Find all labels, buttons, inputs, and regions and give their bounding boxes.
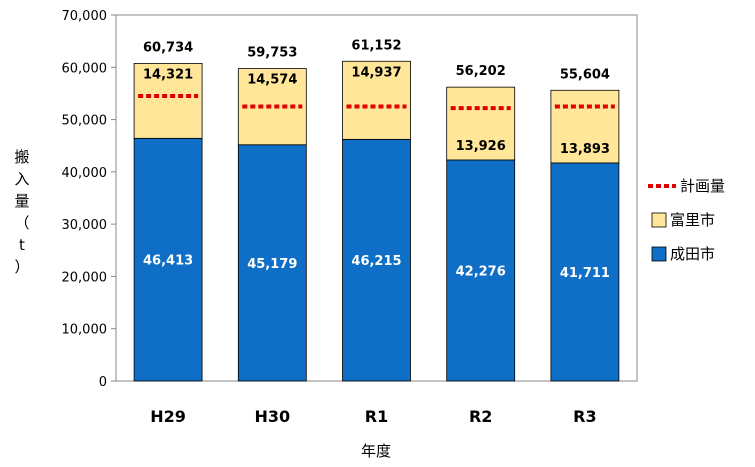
label-total: 61,152 — [351, 38, 401, 53]
label-total: 56,202 — [456, 64, 506, 79]
label-narita: 46,413 — [143, 254, 193, 269]
y-tick-label: 70,000 — [62, 9, 108, 24]
data-labels: 46,413 14,321 60,734 45,179 14,574 59,753 46,2… — [143, 38, 610, 281]
x-axis: H29 H30 R1 R2 R3 — [150, 407, 596, 426]
y-axis-title-char: 量 — [14, 192, 29, 210]
x-tick-label: R3 — [573, 407, 596, 426]
bar-narita — [133, 137, 203, 382]
legend-swatch — [651, 212, 667, 228]
y-tick-label: 50,000 — [62, 114, 108, 129]
bar-narita — [446, 159, 516, 382]
label-tomisato: 14,937 — [351, 65, 401, 80]
label-tomisato: 13,926 — [456, 139, 506, 154]
label-narita: 42,276 — [456, 264, 506, 279]
x-axis-title: 年度 — [361, 442, 391, 460]
y-tick-label: 60,000 — [62, 61, 108, 76]
legend-label: 富里市 — [670, 211, 715, 229]
y-tick-label: 0 — [99, 375, 107, 390]
bar-tomisato — [446, 86, 516, 161]
y-axis-title-char: 搬 — [14, 148, 29, 166]
label-narita: 41,711 — [560, 266, 610, 281]
label-tomisato: 14,321 — [143, 67, 193, 82]
legend-label: 計画量 — [680, 177, 725, 195]
plan-lines — [138, 94, 615, 111]
bar-narita — [342, 138, 411, 382]
bars — [133, 60, 620, 382]
label-total: 55,604 — [560, 67, 610, 82]
label-total: 60,734 — [143, 40, 193, 55]
legend-label: 成田市 — [670, 245, 715, 263]
bar-tomisato — [550, 89, 620, 164]
label-total: 59,753 — [247, 46, 297, 61]
y-axis-title-char: ） — [14, 258, 29, 276]
x-tick-label: H30 — [254, 407, 290, 426]
x-tick-label: R2 — [469, 407, 492, 426]
y-tick-label: 20,000 — [62, 270, 108, 285]
x-tick-label: R1 — [365, 407, 388, 426]
bar-tomisato — [133, 63, 203, 139]
bar-narita — [237, 144, 307, 382]
y-axis-title-char: （ — [14, 214, 29, 232]
legend-swatch — [651, 246, 667, 262]
label-narita: 45,179 — [247, 257, 297, 272]
y-tick-label: 40,000 — [62, 166, 108, 181]
label-tomisato: 14,574 — [247, 73, 297, 88]
label-narita: 46,215 — [351, 254, 401, 269]
bar-narita — [550, 162, 620, 382]
bar-tomisato — [342, 60, 411, 140]
y-axis: 0 10,000 20,000 30,000 40,000 50,000 60,000 70,… — [62, 9, 116, 390]
y-axis-title: 搬入量 （ t ） — [14, 148, 29, 276]
y-axis-title-char: 入 — [14, 170, 29, 188]
bar-tomisato — [237, 68, 307, 146]
y-axis-title-char: t — [19, 236, 25, 254]
x-tick-label: H29 — [150, 407, 186, 426]
y-tick-label: 10,000 — [62, 323, 108, 338]
y-tick-label: 30,000 — [62, 218, 108, 233]
label-tomisato: 13,893 — [560, 142, 610, 157]
